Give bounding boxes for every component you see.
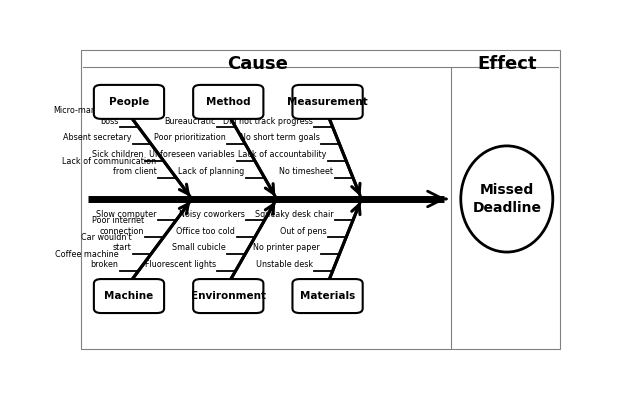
Text: Small cubicle: Small cubicle bbox=[172, 243, 226, 253]
Text: Machine: Machine bbox=[104, 291, 154, 301]
Text: Poor internet
connection: Poor internet connection bbox=[92, 216, 144, 236]
FancyBboxPatch shape bbox=[292, 279, 362, 313]
Text: Noisy coworkers: Noisy coworkers bbox=[179, 210, 245, 219]
FancyBboxPatch shape bbox=[193, 279, 263, 313]
Text: Measurement: Measurement bbox=[288, 97, 368, 107]
Text: Micro-managing
boss: Micro-managing boss bbox=[53, 106, 119, 126]
Text: Missed
Deadline: Missed Deadline bbox=[472, 183, 541, 215]
Text: Method: Method bbox=[206, 97, 251, 107]
Text: No timesheet: No timesheet bbox=[279, 167, 333, 176]
FancyBboxPatch shape bbox=[94, 279, 164, 313]
Text: Bureaucratic: Bureaucratic bbox=[164, 117, 216, 126]
Ellipse shape bbox=[461, 146, 553, 252]
Text: Office too cold: Office too cold bbox=[176, 227, 235, 236]
Text: People: People bbox=[109, 97, 149, 107]
Text: Cause: Cause bbox=[227, 55, 288, 73]
Text: Did not track progress: Did not track progress bbox=[223, 117, 312, 126]
Text: Lack of accountability: Lack of accountability bbox=[238, 151, 326, 159]
Text: Coffee machine
broken: Coffee machine broken bbox=[55, 250, 119, 269]
FancyBboxPatch shape bbox=[94, 85, 164, 119]
Text: Effect: Effect bbox=[477, 55, 536, 73]
Text: Unstable desk: Unstable desk bbox=[256, 260, 312, 269]
Text: Squeaky desk chair: Squeaky desk chair bbox=[254, 210, 333, 219]
Text: Absent secretary: Absent secretary bbox=[62, 134, 131, 143]
Text: Environment: Environment bbox=[191, 291, 266, 301]
Text: Lack of planning: Lack of planning bbox=[179, 167, 245, 176]
Text: Out of pens: Out of pens bbox=[280, 227, 326, 236]
Text: Poor prioritization: Poor prioritization bbox=[154, 134, 226, 143]
FancyBboxPatch shape bbox=[193, 85, 263, 119]
Text: Materials: Materials bbox=[300, 291, 355, 301]
FancyBboxPatch shape bbox=[292, 85, 362, 119]
Text: Lack of communication
from client: Lack of communication from client bbox=[62, 157, 156, 176]
Text: Sick children: Sick children bbox=[92, 151, 144, 159]
Text: Car wouldn't
start: Car wouldn't start bbox=[81, 233, 131, 253]
Text: No printer paper: No printer paper bbox=[253, 243, 319, 253]
Text: Slow computer: Slow computer bbox=[96, 210, 156, 219]
Text: No short term goals: No short term goals bbox=[240, 134, 319, 143]
Text: Unforeseen variables: Unforeseen variables bbox=[149, 151, 235, 159]
Text: Fluorescent lights: Fluorescent lights bbox=[144, 260, 216, 269]
